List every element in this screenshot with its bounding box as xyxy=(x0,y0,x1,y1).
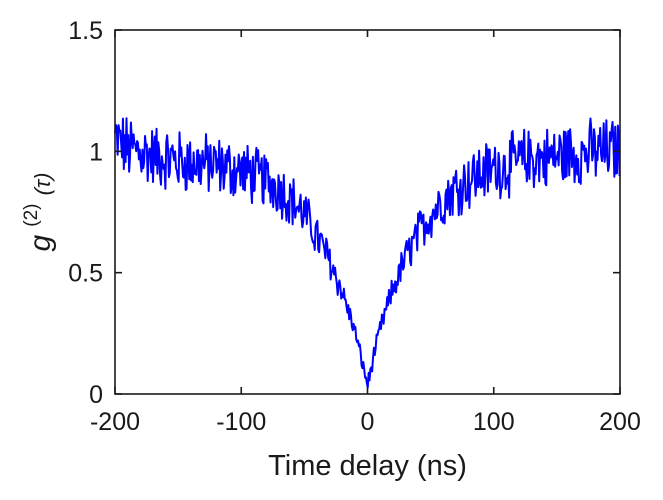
y-tick-label: 0 xyxy=(89,381,103,409)
series-layer xyxy=(114,117,621,389)
plot-area xyxy=(114,29,621,395)
x-axis-label: Time delay (ns) xyxy=(268,450,467,482)
y-axis-label: g (2) (τ) xyxy=(12,173,57,252)
y-tick-label: 1.5 xyxy=(68,17,103,45)
y-axis-label-argument: (τ) xyxy=(30,173,55,196)
x-tick-label: 0 xyxy=(361,408,375,436)
x-tick-labels: -200 -100 0 100 200 xyxy=(90,408,641,436)
y-axis-label-base: g xyxy=(24,234,57,251)
x-tick-label: 100 xyxy=(473,408,515,436)
plot-frame xyxy=(114,29,621,395)
g2-series-line xyxy=(114,117,621,389)
x-tick-label: 200 xyxy=(599,408,641,436)
x-tick-label: -100 xyxy=(216,408,266,436)
y-axis-label-superscript: (2) xyxy=(21,203,42,226)
y-tick-label: 0.5 xyxy=(68,260,103,288)
x-tick-label: -200 xyxy=(90,408,140,436)
y-tick-labels: 0 0.5 1 1.5 xyxy=(68,17,103,409)
y-tick-label: 1 xyxy=(89,138,103,166)
ticks-layer xyxy=(114,29,621,395)
